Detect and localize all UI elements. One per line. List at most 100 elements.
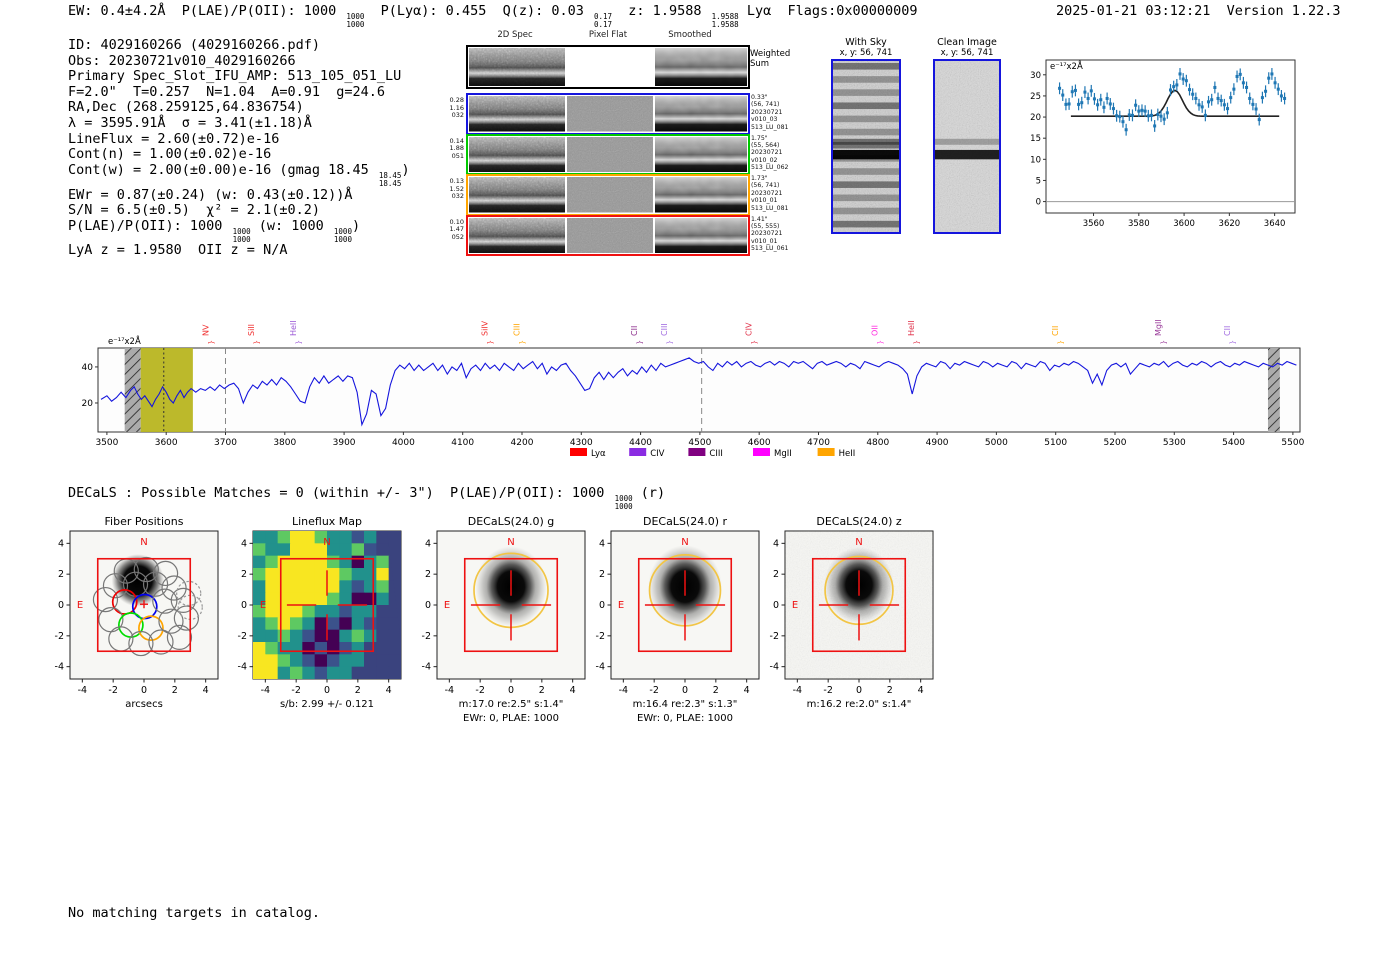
spec2d-strip-smooth: [655, 48, 747, 86]
svg-text:CIII: CIII: [660, 323, 669, 336]
info-line-0: ID: 4029160266 (4029160266.pdf): [68, 37, 320, 53]
svg-text:4: 4: [386, 685, 392, 696]
spec2d-strip-flat: [567, 217, 653, 253]
svg-text:{: {: [518, 340, 526, 344]
panel-lineflux-map: Lineflux Map N E -4 -4 -2 -2 0 0 2 2 4 4 s/b: 2.99 +/…: [238, 515, 402, 710]
panel-xlabel: m:16.4 re:2.3" s:1.3": [633, 699, 738, 710]
svg-text:2: 2: [539, 685, 545, 696]
panel-fiber-positions: Fiber Positions N E -4 -4 -2 -2 0 0 2 2 4 4 arcsecs: [55, 515, 219, 710]
with-sky-coords: x, y: 56, 741: [839, 48, 893, 58]
svg-text:MgII: MgII: [774, 449, 792, 459]
panel-decals-24-0-g: DECaLS(24.0) g N E -4 -4 -2 -2 0 0 2 2 4 4 m:17.0 re:…: [422, 515, 586, 724]
svg-text:0: 0: [241, 600, 247, 611]
svg-text:-2: -2: [238, 631, 247, 642]
svg-text:N: N: [855, 537, 862, 548]
svg-text:-2: -2: [823, 685, 832, 696]
svg-text:4800: 4800: [866, 438, 889, 448]
svg-text:NV: NV: [201, 324, 210, 336]
spec2d-strip-smooth: [655, 136, 747, 172]
svg-text:3900: 3900: [333, 438, 356, 448]
line-fit-zoom-chart: 0 5 10 15 20 25 30 3560 3580 3600 3620 3640 e⁻¹⁷x2Å: [1030, 59, 1296, 229]
info-line-4: RA,Dec (268.259125,64.836754): [68, 99, 304, 116]
svg-text:2: 2: [713, 685, 719, 696]
svg-text:15: 15: [1030, 134, 1041, 144]
svg-text:N: N: [140, 537, 147, 548]
svg-text:2: 2: [425, 569, 431, 580]
fiber-row-meta: 1.73" (56, 741) 20230721 v010_01 513_LU_081: [751, 175, 789, 212]
spec2d-strip-spec: [469, 217, 565, 253]
svg-text:N: N: [323, 537, 330, 548]
svg-text:{: {: [665, 340, 673, 344]
svg-text:4500: 4500: [688, 438, 711, 448]
fiber-row-meta: 1.75" (55, 564) 20230721 v010_02 513_LU_062: [751, 134, 789, 172]
fiber-row-weights: 0.10 1.47 052: [449, 217, 464, 241]
svg-text:{: {: [636, 340, 644, 344]
svg-text:e⁻¹⁷x2Å: e⁻¹⁷x2Å: [1050, 60, 1083, 72]
svg-text:5: 5: [1036, 176, 1041, 186]
panel-title: DECaLS(24.0) g: [468, 515, 555, 528]
svg-text:E: E: [618, 600, 624, 611]
svg-text:Lyα: Lyα: [591, 449, 606, 459]
svg-text:-4: -4: [78, 685, 87, 696]
svg-text:3580: 3580: [1128, 219, 1150, 229]
clean-image-coords: x, y: 56, 741: [940, 48, 994, 58]
catalog-footer-note: No matching targets in catalog. Row inte…: [68, 875, 320, 953]
detection-info-block: ID: 4029160266 (4029160266.pdf) Obs: 2023…: [68, 37, 410, 259]
svg-text:CIII: CIII: [513, 323, 522, 336]
spec2d-col-header: Pixel Flat: [588, 30, 628, 40]
weighted-sum-label: Weighted Sum: [750, 49, 791, 69]
spec2d-strip-flat: [567, 96, 653, 132]
spec2d-strip-white: [567, 48, 653, 86]
info-line-9: EWr = 0.87(±0.24) (w: 0.43(±0.12))Å: [68, 186, 353, 203]
svg-text:4: 4: [918, 685, 924, 696]
svg-text:CII: CII: [630, 326, 639, 336]
svg-text:5500: 5500: [1281, 438, 1304, 448]
svg-text:E: E: [444, 600, 450, 611]
svg-text:-2: -2: [291, 685, 300, 696]
spec2d-strip-spec: [469, 48, 565, 86]
panel-xlabel: m:16.2 re:2.0" s:1.4": [807, 699, 912, 710]
svg-text:0: 0: [141, 685, 147, 696]
panel-xlabel: m:17.0 re:2.5" s:1.4": [459, 699, 564, 710]
svg-text:{: {: [750, 340, 758, 344]
info-line-6: LineFlux = 2.60(±0.72)e-16: [68, 130, 280, 147]
svg-text:HeII: HeII: [907, 320, 916, 336]
svg-text:4: 4: [58, 538, 64, 549]
svg-text:4: 4: [570, 685, 576, 696]
panel-decals-24-0-z: DECaLS(24.0) z N E -4 -4 -2 -2 0 0 2 2 4 4 m:16.2 re:…: [770, 515, 934, 710]
svg-text:-4: -4: [422, 662, 431, 673]
with-sky-title: With Sky: [845, 37, 887, 48]
spec2d-weighted-row: [466, 45, 750, 89]
svg-text:{: {: [876, 340, 884, 344]
svg-text:N: N: [507, 537, 514, 548]
fraction-stack: 0.17 0.17: [593, 12, 613, 29]
svg-text:5200: 5200: [1104, 438, 1127, 448]
spec2d-strip-smooth: [655, 177, 747, 213]
svg-text:10: 10: [1030, 155, 1041, 165]
panel-decals-24-0-r: DECaLS(24.0) r N E -4 -4 -2 -2 0 0 2 2 4 4 m:16.4 re:…: [596, 515, 760, 724]
svg-text:{: {: [253, 340, 261, 344]
svg-text:CII: CII: [1051, 326, 1060, 336]
svg-text:0: 0: [425, 600, 431, 611]
info-line-8: Cont(w) = 2.00(±0.00)e-16 (gmag 18.45 18…: [68, 161, 410, 188]
svg-text:E: E: [260, 600, 266, 611]
svg-text:5300: 5300: [1163, 438, 1186, 448]
header-datetime-version: 2025-01-21 03:12:21 Version 1.22.3: [1056, 3, 1341, 19]
spec2d-strip-flat: [567, 177, 653, 213]
svg-text:-2: -2: [770, 631, 779, 642]
svg-text:{: {: [486, 340, 494, 344]
svg-text:4200: 4200: [511, 438, 534, 448]
svg-text:-4: -4: [793, 685, 802, 696]
svg-text:E: E: [792, 600, 798, 611]
svg-text:5100: 5100: [1044, 438, 1067, 448]
svg-text:2: 2: [172, 685, 178, 696]
svg-text:4: 4: [599, 538, 605, 549]
svg-text:2: 2: [887, 685, 893, 696]
clean-image-title: Clean Image: [937, 37, 997, 48]
svg-text:CIII: CIII: [709, 449, 722, 459]
footer-line-1: No matching targets in catalog.: [68, 905, 320, 921]
cleanimg-svg: [933, 59, 1001, 234]
spec2d-strip-smooth: [655, 96, 747, 132]
svg-text:4600: 4600: [748, 438, 771, 448]
